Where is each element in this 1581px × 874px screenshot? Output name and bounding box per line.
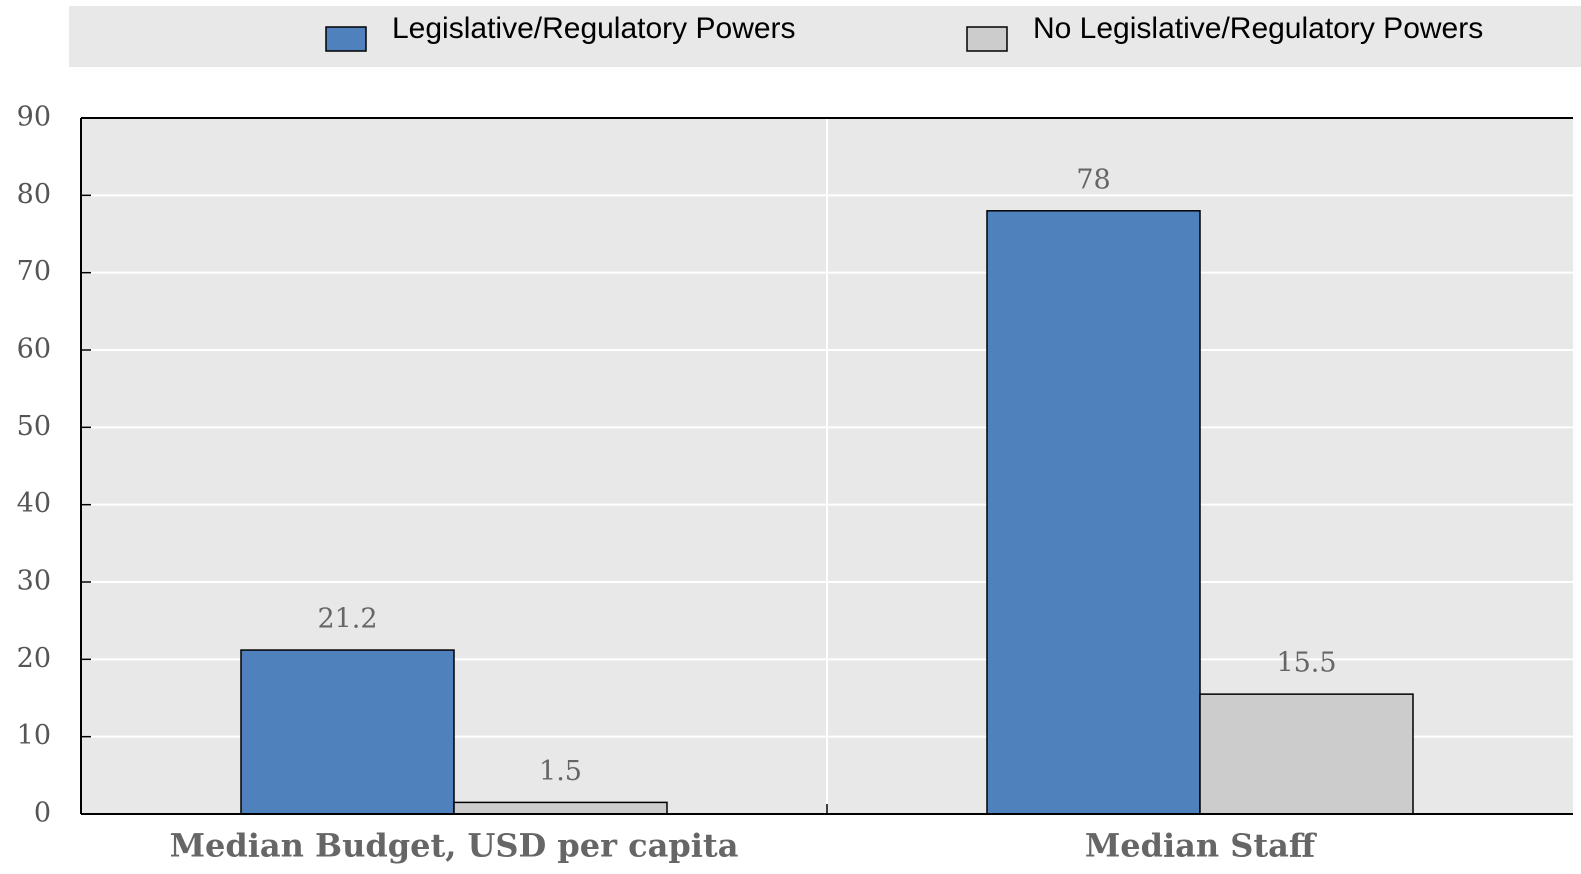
y-tick-label: 10	[17, 720, 51, 751]
bar	[986, 210, 1201, 815]
bar	[240, 649, 455, 815]
y-tick-label: 60	[17, 334, 51, 365]
value-label: 21.2	[317, 604, 377, 635]
legend-background	[69, 6, 1581, 67]
x-tick-label: Median Staff	[1085, 827, 1317, 865]
legend-label: Legislative/Regulatory Powers	[392, 12, 796, 45]
value-label: 1.5	[539, 756, 582, 787]
legend-swatch	[325, 26, 367, 52]
bar	[1199, 693, 1414, 815]
value-label: 15.5	[1276, 648, 1336, 679]
value-label: 78	[1076, 164, 1110, 195]
y-tick-label: 80	[17, 179, 51, 210]
y-tick-label: 30	[17, 566, 51, 597]
y-tick-label: 70	[17, 256, 51, 287]
y-tick-label: 90	[17, 102, 51, 133]
y-tick-label: 40	[17, 488, 51, 519]
bar	[453, 801, 668, 815]
y-tick-label: 20	[17, 643, 51, 674]
legend-swatch	[966, 26, 1008, 52]
legend-label: No Legislative/Regulatory Powers	[1033, 12, 1483, 45]
y-tick-label: 0	[34, 798, 51, 829]
x-tick-label: Median Budget, USD per capita	[170, 827, 739, 865]
y-tick-label: 50	[17, 411, 51, 442]
